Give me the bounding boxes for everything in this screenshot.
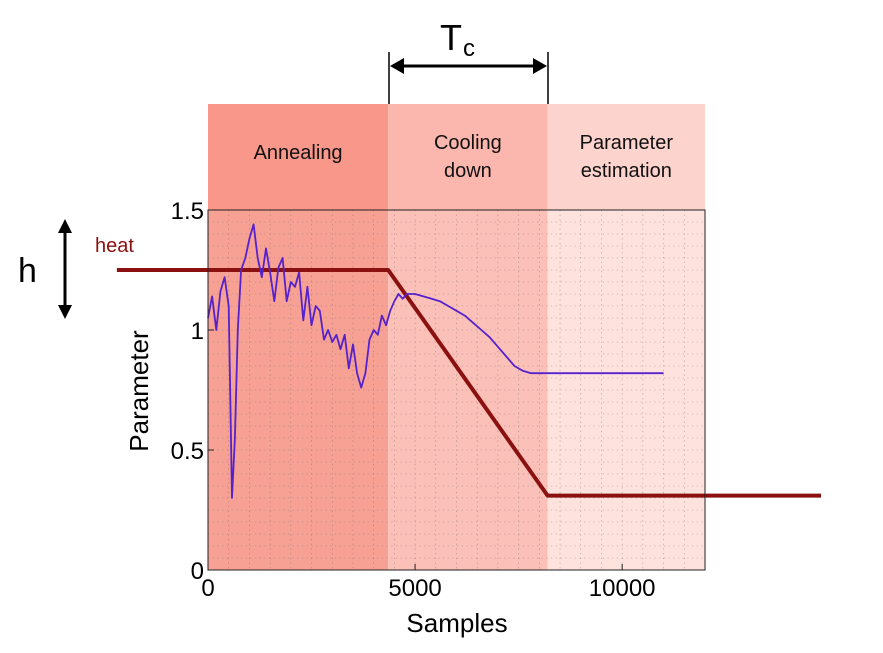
annotations: Tc h heat: [18, 17, 549, 319]
phase-header-0: [208, 104, 389, 210]
tc-arrow-left-head: [390, 58, 404, 74]
y-tick-label: 1.5: [171, 198, 204, 225]
h-arrow-top-head: [58, 219, 72, 233]
x-tick-label: 10000: [589, 575, 656, 602]
x-tick-label: 5000: [388, 575, 441, 602]
y-tick-label: 1: [191, 318, 204, 345]
phase-header-1: [388, 104, 548, 210]
y-tick-label: 0: [191, 558, 204, 585]
y-axis-title: Parameter: [124, 330, 154, 452]
h-arrow-bottom-head: [58, 305, 72, 319]
phase-label-0: Annealing: [254, 142, 343, 164]
tc-label: Tc: [440, 17, 475, 62]
axes: 0 5000 10000 0 0.5 1 1.5: [171, 198, 706, 602]
series-line-parameter: [207, 223, 664, 499]
y-tick-label: 0.5: [171, 438, 204, 465]
series-layer: [116, 223, 821, 499]
phase-label-1: Cooling down: [434, 132, 502, 182]
plot-frame: [207, 209, 706, 571]
x-axis-title: Samples: [406, 608, 507, 638]
h-label: h: [18, 252, 37, 290]
x-tick-label: 0: [201, 575, 214, 602]
phase-region-1: [388, 210, 548, 570]
heat-label: heat: [95, 235, 134, 257]
phase-label-2: Parameter estimation: [580, 132, 674, 182]
tc-arrow-right-head: [533, 58, 547, 74]
series-line-heat: [116, 268, 821, 498]
phase-header-2: [547, 104, 705, 210]
